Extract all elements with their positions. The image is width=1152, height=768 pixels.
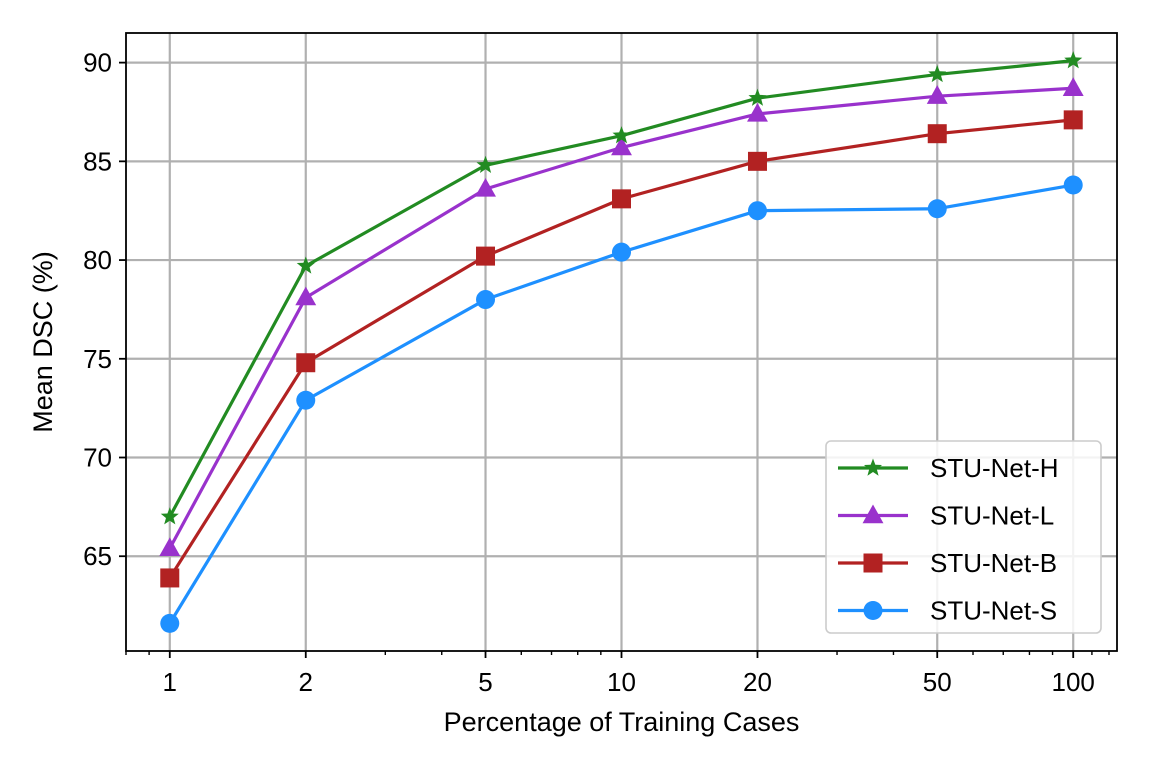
legend-marker-stu-net-b	[863, 553, 883, 573]
legend-item-stu-net-h: STU-Net-H	[838, 453, 1059, 483]
data-point-stu-net-b	[160, 568, 180, 588]
data-point-stu-net-h	[748, 88, 767, 106]
data-point-stu-net-b	[296, 353, 316, 373]
data-point-stu-net-h	[476, 155, 495, 173]
data-point-stu-net-b	[476, 246, 496, 266]
data-point-stu-net-l	[1062, 77, 1084, 96]
y-tick-label: 90	[83, 48, 112, 78]
x-axis-title: Percentage of Training Cases	[444, 707, 800, 737]
data-point-stu-net-l	[475, 177, 496, 197]
legend-marker-stu-net-h	[863, 458, 883, 476]
legend-box	[825, 440, 1102, 634]
data-point-stu-net-h	[928, 64, 947, 83]
data-point-stu-net-s	[296, 390, 316, 410]
legend-item-stu-net-b: STU-Net-B	[838, 548, 1057, 578]
data-point-stu-net-s	[612, 242, 631, 262]
data-point-stu-net-s	[927, 199, 947, 219]
y-axis-ticks: 65 70 75 80 85 90	[83, 48, 126, 571]
plot-frame	[125, 32, 1118, 652]
x-tick-label: 10	[607, 667, 636, 697]
data-point-stu-net-l	[747, 102, 768, 122]
data-point-stu-net-s	[160, 613, 180, 633]
x-tick-label: 5	[478, 667, 492, 697]
data-point-stu-net-l	[295, 286, 317, 306]
legend-marker-stu-net-s	[863, 601, 883, 620]
data-point-stu-net-h	[612, 126, 631, 144]
data-point-stu-net-b	[747, 151, 767, 171]
data-point-stu-net-h	[160, 507, 179, 525]
legend-label-stu-net-s: STU-Net-S	[930, 596, 1057, 626]
y-tick-label: 65	[83, 541, 112, 571]
y-axis-title: Mean DSC (%)	[28, 251, 58, 433]
x-tick-label: 2	[299, 667, 313, 697]
y-tick-label: 75	[83, 344, 112, 374]
legend: STU-Net-H STU-Net-L STU-Net-B STU-Net-S	[825, 440, 1102, 634]
legend-label-stu-net-l: STU-Net-L	[930, 501, 1054, 531]
legend-marker-stu-net-l	[862, 504, 884, 524]
legend-item-stu-net-s: STU-Net-S	[838, 596, 1057, 626]
data-point-stu-net-l	[926, 85, 948, 104]
data-point-stu-net-b	[612, 189, 631, 209]
x-tick-label: 20	[743, 667, 772, 697]
x-tick-label: 100	[1052, 667, 1095, 697]
x-tick-label: 1	[163, 667, 177, 697]
data-point-stu-net-h	[296, 256, 315, 274]
data-point-stu-net-s	[747, 201, 767, 221]
series-stu-net-h	[160, 51, 1083, 525]
data-point-stu-net-b	[927, 124, 947, 144]
data-point-stu-net-l	[159, 537, 181, 557]
x-axis-ticks: 1 2 5 10 20 50 100	[163, 651, 1095, 697]
y-tick-label: 85	[83, 146, 112, 176]
x-tick-label: 50	[923, 667, 952, 697]
legend-item-stu-net-l: STU-Net-L	[838, 501, 1054, 531]
series-group	[159, 51, 1084, 633]
legend-label-stu-net-h: STU-Net-H	[930, 453, 1059, 483]
y-tick-label: 70	[83, 443, 112, 473]
data-point-stu-net-h	[1064, 51, 1083, 69]
data-point-stu-net-s	[1063, 175, 1083, 195]
series-stu-net-l	[159, 77, 1084, 557]
legend-label-stu-net-b: STU-Net-B	[930, 548, 1057, 578]
data-point-stu-net-b	[1063, 110, 1083, 130]
series-stu-net-b	[160, 110, 1083, 588]
series-stu-net-s	[160, 175, 1083, 633]
data-point-stu-net-s	[476, 290, 496, 310]
data-point-stu-net-l	[611, 136, 632, 156]
y-tick-label: 80	[83, 245, 112, 275]
